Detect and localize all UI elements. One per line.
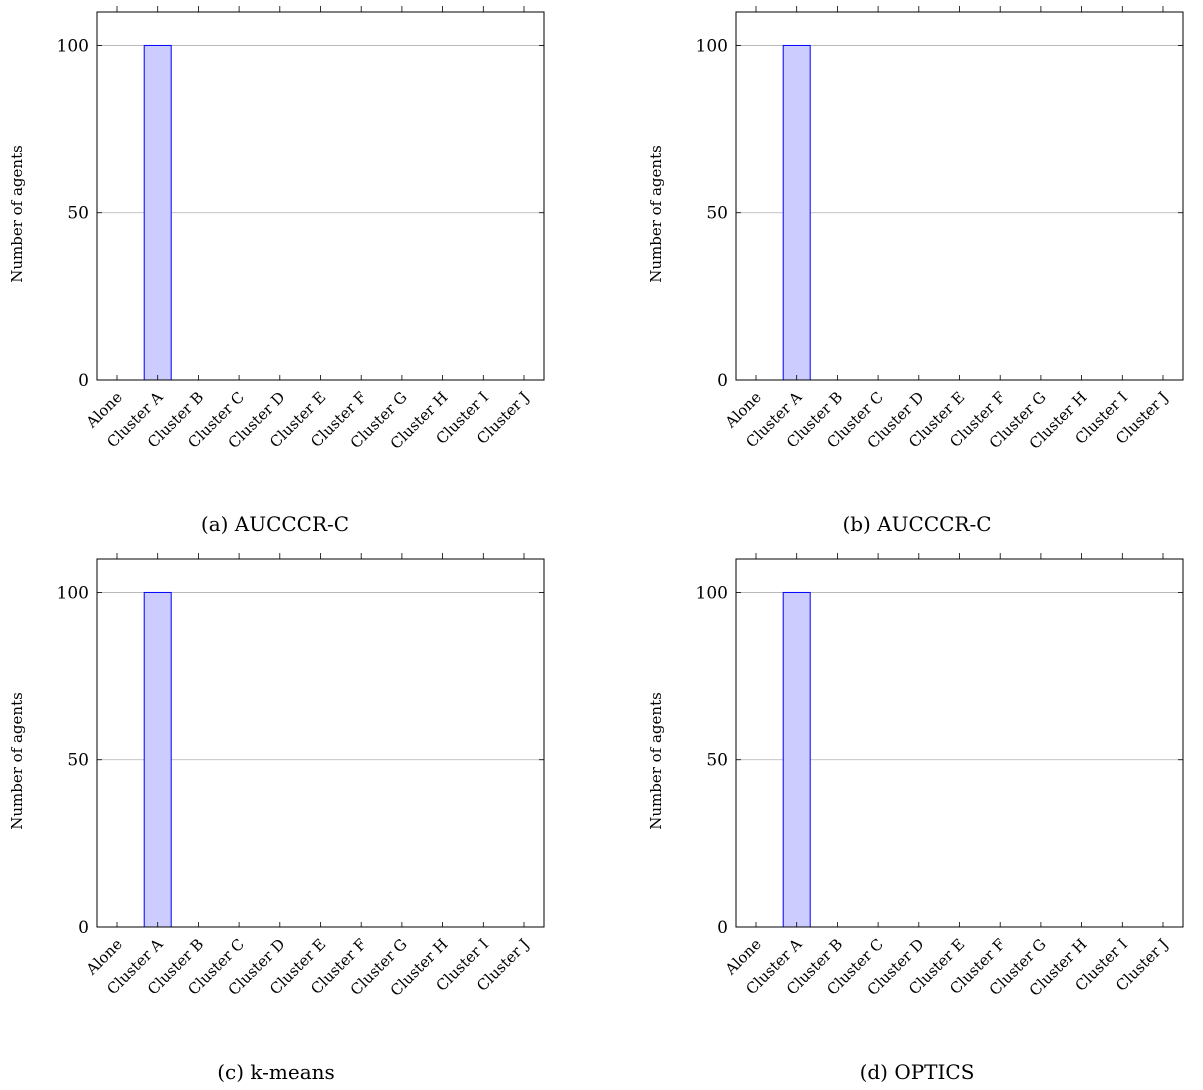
y-axis-label: Number of agents bbox=[8, 692, 26, 830]
y-tick-label: 100 bbox=[57, 36, 89, 56]
y-tick-label: 0 bbox=[717, 371, 728, 391]
bar-cluster-a bbox=[782, 591, 811, 928]
subfigure-caption: (c) k-means bbox=[217, 1060, 335, 1084]
y-tick-label: 50 bbox=[67, 204, 89, 224]
y-axis-label: Number of agents bbox=[647, 145, 665, 283]
y-tick-label: 50 bbox=[67, 751, 89, 771]
y-tick-label: 0 bbox=[78, 918, 89, 938]
y-axis-label: Number of agents bbox=[8, 145, 26, 283]
y-tick-label: 50 bbox=[706, 751, 728, 771]
y-tick-label: 0 bbox=[78, 371, 89, 391]
y-tick-label: 0 bbox=[717, 918, 728, 938]
y-tick-label: 100 bbox=[57, 583, 89, 603]
bar-cluster-a bbox=[782, 44, 811, 381]
bar-cluster-a bbox=[143, 44, 172, 381]
y-tick-label: 100 bbox=[696, 36, 728, 56]
subfigure-caption: (b) AUCCCR-C bbox=[842, 512, 991, 536]
y-tick-label: 100 bbox=[696, 583, 728, 603]
subfigure-caption: (d) OPTICS bbox=[860, 1060, 975, 1084]
subfigure-caption: (a) AUCCCR-C bbox=[201, 512, 349, 536]
y-tick-label: 50 bbox=[706, 204, 728, 224]
y-axis-label: Number of agents bbox=[647, 692, 665, 830]
bar-cluster-a bbox=[143, 591, 172, 928]
